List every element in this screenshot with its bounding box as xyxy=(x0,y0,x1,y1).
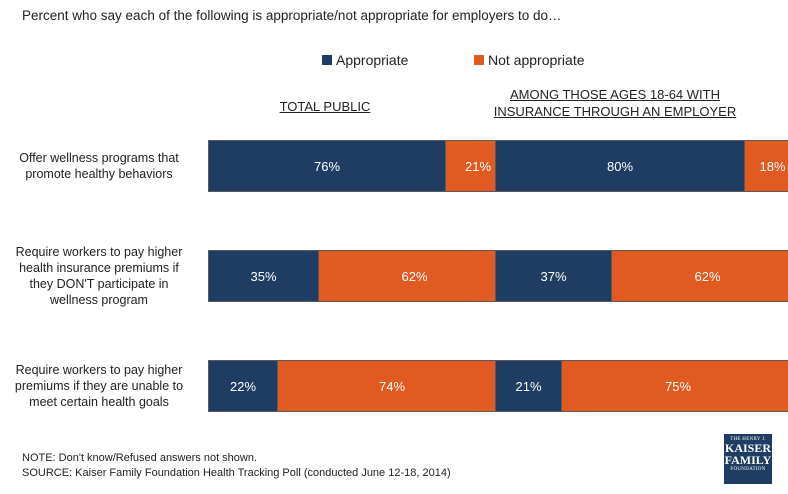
data-label-not-appropriate-panel0-row0: 21% xyxy=(464,158,492,174)
footer-source: SOURCE: Kaiser Family Foundation Health … xyxy=(22,467,451,479)
bar-group-panel1-row2: 21% 75% xyxy=(495,360,788,412)
panel-title-total-public: TOTAL PUBLIC xyxy=(230,98,420,115)
legend-item-appropriate: Appropriate xyxy=(322,52,408,68)
bar-group-panel1-row0: 80% 18% xyxy=(495,140,788,192)
data-label-appropriate-panel1-row1: 37% xyxy=(540,268,567,284)
bar-appropriate-panel1-row0: 80% xyxy=(496,141,744,191)
data-label-not-appropriate-panel0-row1: 62% xyxy=(401,268,428,284)
bar-appropriate-panel1-row1: 37% xyxy=(496,251,611,301)
bar-appropriate-panel1-row2: 21% xyxy=(496,361,561,411)
data-label-appropriate-panel0-row0: 76% xyxy=(313,158,341,174)
legend-item-not-appropriate: Not appropriate xyxy=(474,52,585,68)
footer-note: NOTE: Don't know/Refused answers not sho… xyxy=(22,452,258,464)
bar-not-appropriate-panel0-row1: 62% xyxy=(318,251,510,301)
logo-line-3: FAMILY xyxy=(724,453,772,467)
row-label-2: Require workers to pay higher premiums i… xyxy=(0,362,198,410)
row-label-2-line-2: premiums if they are unable to xyxy=(14,379,184,393)
data-label-not-appropriate-panel0-row2: 74% xyxy=(378,378,406,394)
row-label-2-line-3: meet certain health goals xyxy=(29,395,169,409)
bar-not-appropriate-panel1-row1: 62% xyxy=(611,251,788,301)
data-label-not-appropriate-panel1-row0: 18% xyxy=(759,158,786,174)
row-label-2-line-1: Require workers to pay higher xyxy=(15,363,183,377)
bar-group-panel0-row1: 35% 62% xyxy=(208,250,511,302)
bar-appropriate-panel0-row0: 76% xyxy=(209,141,445,191)
legend: Appropriate Not appropriate xyxy=(0,52,788,70)
panel-title-total-public-text: TOTAL PUBLIC xyxy=(279,99,371,114)
legend-label-appropriate: Appropriate xyxy=(336,52,409,68)
logo-line-1: THE HENRY J. xyxy=(730,437,766,442)
legend-swatch-appropriate xyxy=(322,55,332,65)
bar-not-appropriate-panel1-row0: 18% xyxy=(744,141,788,191)
row-label-1: Require workers to pay higher health ins… xyxy=(0,244,198,308)
panel-title-employer-line-1: AMONG THOSE AGES 18-64 WITH xyxy=(510,87,720,102)
chart-title: Percent who say each of the following is… xyxy=(22,8,562,23)
data-label-appropriate-panel1-row0: 80% xyxy=(606,158,634,174)
bar-appropriate-panel0-row1: 35% xyxy=(209,251,318,301)
bar-group-panel0-row2: 22% 74% xyxy=(208,360,507,412)
bar-not-appropriate-panel1-row2: 75% xyxy=(561,361,788,411)
logo-line-4: FOUNDATION xyxy=(730,467,766,472)
data-label-not-appropriate-panel1-row1: 62% xyxy=(694,268,721,284)
bar-group-panel1-row1: 37% 62% xyxy=(495,250,788,302)
bar-group-panel0-row0: 76% 21% xyxy=(208,140,511,192)
logo-line-2: KAISER xyxy=(724,441,771,455)
row-label-0-line-2: promote healthy behaviors xyxy=(25,167,173,181)
legend-swatch-not-appropriate xyxy=(474,55,484,65)
row-label-1-line-4: wellness program xyxy=(50,293,148,307)
data-label-not-appropriate-panel1-row2: 75% xyxy=(664,378,692,394)
row-label-1-line-1: Require workers to pay higher xyxy=(15,245,183,259)
data-label-appropriate-panel0-row2: 22% xyxy=(229,378,257,394)
bar-appropriate-panel0-row2: 22% xyxy=(209,361,277,411)
panel-title-employer-line-2: INSURANCE THROUGH AN EMPLOYER xyxy=(493,104,737,119)
data-label-appropriate-panel0-row1: 35% xyxy=(250,268,277,284)
bar-not-appropriate-panel0-row2: 74% xyxy=(277,361,506,411)
panel-title-employer-insured: AMONG THOSE AGES 18-64 WITH INSURANCE TH… xyxy=(490,86,740,120)
legend-label-not-appropriate: Not appropriate xyxy=(488,52,585,68)
data-label-appropriate-panel1-row2: 21% xyxy=(515,378,542,394)
kff-logo: THE HENRY J. KAISER FAMILY FOUNDATION xyxy=(724,434,772,484)
row-label-1-line-3: they DON'T participate in xyxy=(29,277,169,291)
row-label-1-line-2: health insurance premiums if xyxy=(19,261,179,275)
row-label-0-line-1: Offer wellness programs that xyxy=(19,151,179,165)
row-label-0: Offer wellness programs that promote hea… xyxy=(0,150,198,182)
